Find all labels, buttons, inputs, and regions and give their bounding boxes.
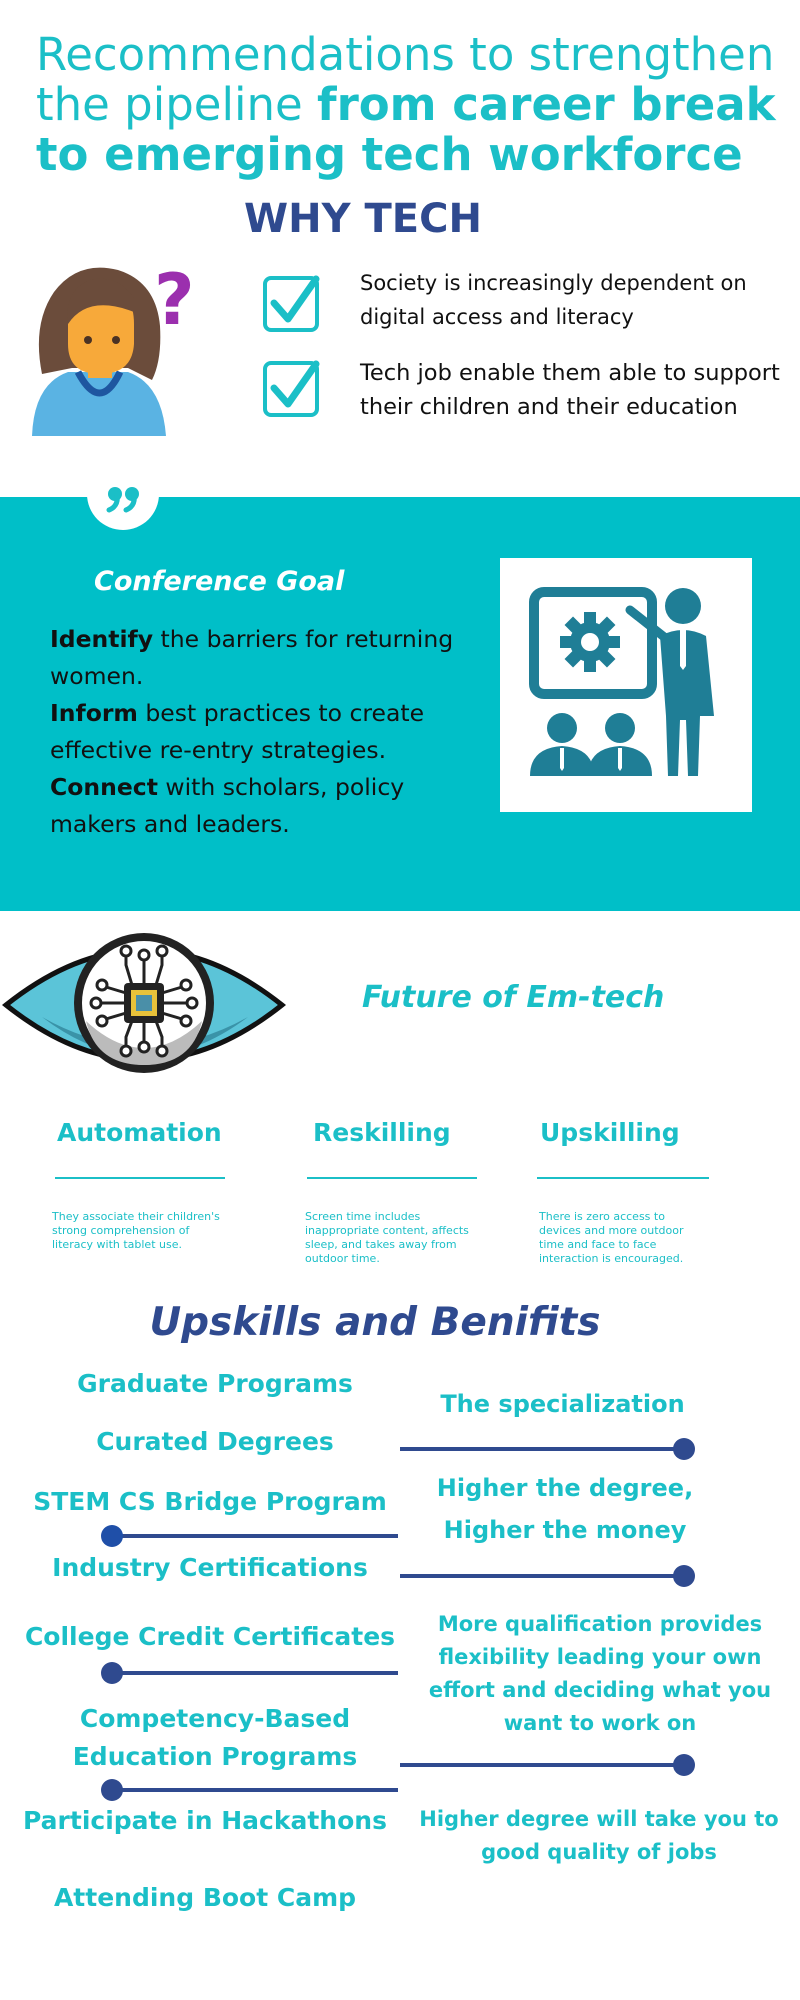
connector-dot bbox=[101, 1525, 123, 1547]
connector-line bbox=[400, 1447, 685, 1451]
future-em-tech-title: Future of Em-tech bbox=[362, 980, 665, 1015]
connector-line bbox=[113, 1534, 398, 1538]
connector-dot bbox=[101, 1662, 123, 1684]
program-item: Attending Boot Camp bbox=[53, 1883, 357, 1912]
column-rule bbox=[55, 1177, 225, 1179]
connector-dot bbox=[673, 1754, 695, 1776]
conference-goal-title: Conference Goal bbox=[94, 566, 345, 597]
goal-item-connect: Connect with scholars, policy makers and… bbox=[50, 773, 405, 838]
conference-goal-list: Identify the barriers for returning wome… bbox=[50, 621, 490, 843]
presentation-card bbox=[500, 558, 752, 812]
benefit-item: The specialization bbox=[440, 1390, 685, 1418]
presentation-icon bbox=[529, 587, 714, 776]
upskills-title: Upskills and Benifits bbox=[149, 1300, 601, 1345]
connector-dot bbox=[673, 1565, 695, 1587]
column-title-reskilling: Reskilling bbox=[313, 1118, 451, 1147]
program-item: Graduate Programs bbox=[77, 1369, 353, 1398]
benefit-item: More qualification provides flexibility … bbox=[428, 1612, 772, 1735]
why-tech-heading: WHY TECH bbox=[244, 196, 482, 242]
connector-line bbox=[400, 1574, 685, 1578]
title-regular: Recommendations to strengthen the pipeli… bbox=[36, 28, 775, 131]
program-item: Curated Degrees bbox=[96, 1427, 334, 1456]
column-title-automation: Automation bbox=[57, 1118, 222, 1147]
connector-dot bbox=[101, 1779, 123, 1801]
checkbox-check-icon bbox=[263, 360, 320, 417]
title-bold: from career break to emerging tech workf… bbox=[36, 78, 776, 181]
program-item: STEM CS Bridge Program bbox=[33, 1487, 387, 1516]
benefit-item: Higher degree will take you to good qual… bbox=[419, 1807, 779, 1864]
program-item: Participate in Hackathons bbox=[23, 1806, 387, 1835]
column-rule bbox=[307, 1177, 477, 1179]
connector-line bbox=[113, 1671, 398, 1675]
quote-icon bbox=[106, 487, 139, 513]
why-reason-2: Tech job enable them able to support the… bbox=[360, 360, 780, 420]
goal-item-inform: Inform best practices to create effectiv… bbox=[50, 699, 425, 764]
program-item: Industry Certifications bbox=[52, 1553, 368, 1582]
goal-item-identify: Identify the barriers for returning wome… bbox=[50, 625, 454, 690]
svg-text:?: ? bbox=[154, 264, 195, 341]
eye-chip-icon bbox=[2, 933, 286, 1073]
page-title: Recommendations to strengthen the pipeli… bbox=[36, 30, 776, 180]
column-desc-reskilling: Screen time includes inappropriate conte… bbox=[305, 1210, 469, 1265]
column-desc-automation: They associate their children's strong c… bbox=[52, 1210, 220, 1251]
benefit-item: Higher the degree, Higher the money bbox=[436, 1474, 694, 1544]
column-rule bbox=[537, 1177, 709, 1179]
woman-question-icon: ? bbox=[32, 264, 195, 436]
column-desc-upskilling: There is zero access to devices and more… bbox=[539, 1210, 684, 1265]
program-item: Competency-Based Education Programs bbox=[72, 1704, 358, 1771]
why-reason-1: Society is increasingly dependent on dig… bbox=[360, 271, 747, 329]
connector-dot bbox=[673, 1438, 695, 1460]
connector-line bbox=[400, 1763, 685, 1767]
column-title-upskilling: Upskilling bbox=[540, 1118, 680, 1147]
quote-badge bbox=[89, 460, 157, 528]
program-item: College Credit Certificates bbox=[24, 1622, 396, 1651]
checkbox-check-icon bbox=[263, 275, 320, 332]
connector-line bbox=[113, 1788, 398, 1792]
